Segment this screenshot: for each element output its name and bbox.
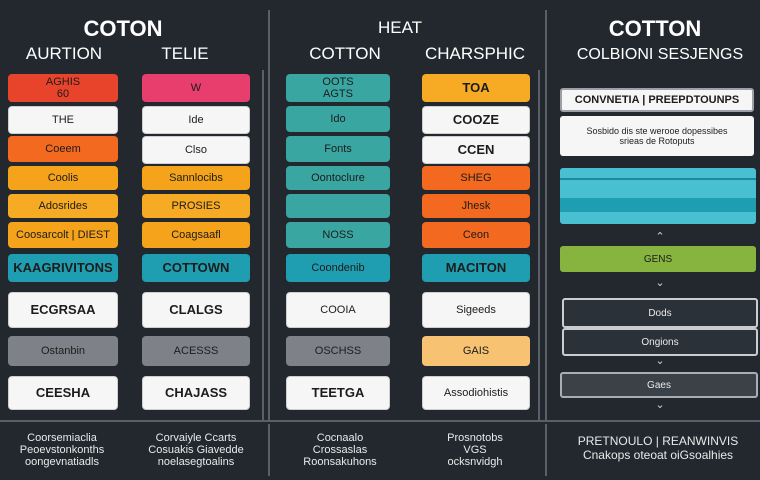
col4-tile-9[interactable]: GAIS <box>422 336 530 366</box>
chevron-down-icon: ⌃ <box>655 231 665 243</box>
right-box-title[interactable]: CONVNETIA | PREEPDTOUNPS <box>560 88 754 112</box>
chevron-down-icon: ⌄ <box>655 355 665 367</box>
col1-tile-6[interactable]: Coosarcolt | DIEST <box>8 222 118 248</box>
col4-tile-7[interactable]: MACITON <box>422 254 530 282</box>
col1-tile-4[interactable]: Coolis <box>8 166 118 190</box>
footer-vline-1 <box>268 424 270 476</box>
col4-tile-6[interactable]: Ceon <box>422 222 530 248</box>
footer-col-4: Prosnotobs VGS ocksnvidgh <box>447 432 503 468</box>
col3-tile-10[interactable]: TEETGA <box>286 376 390 410</box>
header-auction: AURTION <box>25 44 103 63</box>
divider-left-2 <box>262 70 264 420</box>
col2-tile-7[interactable]: COTTOWN <box>142 254 250 282</box>
col1-tile-1[interactable]: AGHIS 60 <box>8 74 118 102</box>
col3-tile-1[interactable]: OOTS AGTS <box>286 74 390 102</box>
right-box-green[interactable]: GENS <box>560 246 756 272</box>
col3-tile-7[interactable]: Coondenib <box>286 254 390 282</box>
right-box-description: Sosbido dis ste werooe dopessibes srieas… <box>560 116 754 156</box>
col4-tile-3[interactable]: CCEN <box>422 136 530 164</box>
header-right-subtitle: COLBIONI SESJENGS <box>576 46 744 63</box>
col4-tile-1[interactable]: TOA <box>422 74 530 102</box>
col2-tile-8[interactable]: CLALGS <box>142 292 250 328</box>
col1-tile-7[interactable]: KAAGRIVITONS <box>8 254 118 282</box>
col3-tile-8[interactable]: COOIA <box>286 292 390 328</box>
header-cotton-mid: COTTON <box>309 44 381 63</box>
chevron-down-icon: ⌄ <box>655 277 665 289</box>
header-coton: COTON <box>83 16 163 41</box>
header-heat: HEAT <box>377 18 423 37</box>
right-box-cyan-stripe <box>560 168 756 224</box>
col4-tile-4[interactable]: SHEG <box>422 166 530 190</box>
col1-tile-3[interactable]: Coeem <box>8 136 118 162</box>
header-charsphic: CHARSPHIC <box>424 44 526 63</box>
col4-tile-8[interactable]: Sigeeds <box>422 292 530 328</box>
col2-tile-5[interactable]: PROSIES <box>142 194 250 218</box>
col1-tile-10[interactable]: CEESHA <box>8 376 118 410</box>
col2-tile-3[interactable]: Clso <box>142 136 250 164</box>
chevron-down-icon: ⌄ <box>655 399 665 411</box>
col1-tile-2[interactable]: THE <box>8 106 118 134</box>
footer-col-5: PRETNOULO | REANWINVIS Cnakops oteoat oi… <box>577 434 739 462</box>
col2-tile-6[interactable]: Coagsaafl <box>142 222 250 248</box>
header-telie: TELIE <box>161 44 209 63</box>
cyan-stripe-band <box>560 178 756 180</box>
col2-tile-1[interactable]: W <box>142 74 250 102</box>
right-box-gaes[interactable]: Gaes <box>560 372 758 398</box>
divider-left <box>268 10 270 420</box>
header-cotton-right: COTTON <box>608 16 702 41</box>
col3-tile-3[interactable]: Fonts <box>286 136 390 162</box>
footer-col-3: Cocnaalo Crossaslas Roonsakuhons <box>303 432 377 468</box>
col2-tile-9[interactable]: ACESSS <box>142 336 250 366</box>
col3-tile-2[interactable]: Ido <box>286 106 390 132</box>
col4-tile-10[interactable]: Assodiohistis <box>422 376 530 410</box>
right-box-dods[interactable]: Dods <box>562 298 758 328</box>
divider-right <box>545 10 547 420</box>
col1-tile-8[interactable]: ECGRSAA <box>8 292 118 328</box>
col4-tile-5[interactable]: Jhesk <box>422 194 530 218</box>
footer-col-2: Corvaiyle Ccarts Cosuakis Giavedde noela… <box>148 432 244 468</box>
col3-tile-4[interactable]: Oontoclure <box>286 166 390 190</box>
col3-tile-9[interactable]: OSCHSS <box>286 336 390 366</box>
col1-tile-9[interactable]: Ostanbin <box>8 336 118 366</box>
col2-tile-4[interactable]: Sannlocibs <box>142 166 250 190</box>
col2-tile-10[interactable]: CHAJASS <box>142 376 250 410</box>
col2-tile-2[interactable]: Ide <box>142 106 250 134</box>
col1-tile-5[interactable]: Adosrides <box>8 194 118 218</box>
footer-col-1: Coorsemiaclia Peoevstonkonths oongevnati… <box>19 432 105 468</box>
divider-right-2 <box>538 70 540 420</box>
col4-tile-2[interactable]: COOZE <box>422 106 530 134</box>
footer-divider <box>0 420 760 422</box>
col3-tile-5[interactable] <box>286 194 390 218</box>
col3-tile-6[interactable]: NOSS <box>286 222 390 248</box>
right-box-ongions[interactable]: Ongions <box>562 328 758 356</box>
cyan-stripe-band-2 <box>560 198 756 212</box>
footer-vline-2 <box>545 424 547 476</box>
